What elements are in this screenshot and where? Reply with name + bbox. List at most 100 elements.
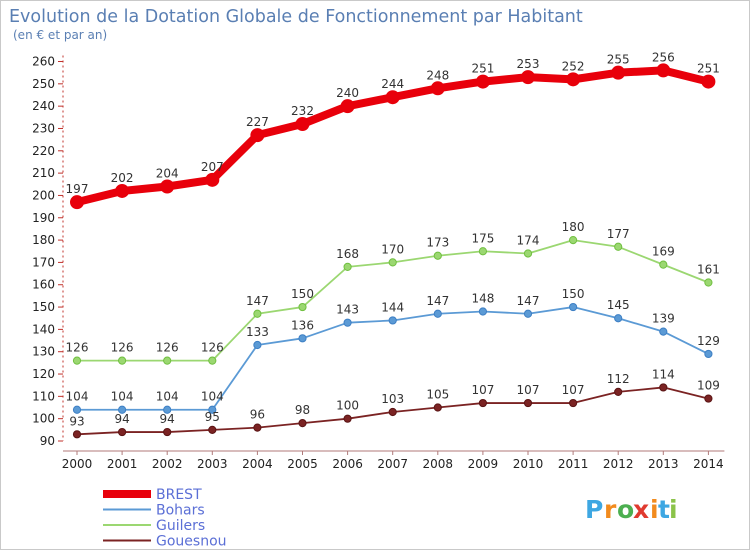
- logo-letter: i: [650, 495, 659, 524]
- data-label: 177: [607, 227, 630, 241]
- x-tick-label: 2004: [242, 457, 273, 471]
- legend-label-brest: BREST: [156, 487, 202, 503]
- data-point: [118, 427, 127, 437]
- data-point: [478, 398, 487, 408]
- x-tick-label: 2007: [377, 457, 408, 471]
- data-point: [704, 394, 713, 403]
- data-point: [433, 403, 442, 412]
- data-label: 114: [652, 367, 675, 381]
- data-label: 143: [336, 303, 359, 317]
- data-point: [72, 430, 82, 439]
- y-tick-label: 140: [32, 322, 55, 336]
- y-tick-label: 150: [32, 300, 55, 314]
- y-tick-label: 130: [32, 345, 55, 359]
- data-label: 244: [381, 77, 404, 91]
- data-point: [343, 318, 352, 327]
- data-label: 150: [291, 287, 314, 301]
- data-label: 251: [471, 62, 494, 76]
- legend-label-bohars: Bohars: [156, 503, 205, 519]
- data-label: 150: [562, 287, 585, 301]
- data-label: 204: [156, 167, 179, 181]
- x-tick-label: 2006: [332, 457, 363, 471]
- data-point: [433, 309, 442, 318]
- data-label: 103: [381, 392, 404, 406]
- x-tick-label: 2000: [62, 457, 93, 471]
- data-label: 129: [697, 334, 720, 348]
- data-point: [298, 419, 307, 428]
- data-label: 255: [607, 53, 630, 67]
- data-label: 144: [381, 300, 404, 314]
- y-tick-label: 180: [32, 233, 55, 247]
- x-tick-label: 2009: [468, 457, 499, 471]
- axes: 90 100 110 120 130 140 150 160 170 180 190 200 210 22…: [32, 55, 725, 471]
- y-tick-label: 200: [32, 188, 55, 202]
- data-label: 170: [381, 242, 404, 256]
- data-point: [521, 70, 535, 85]
- data-point: [208, 425, 217, 434]
- data-label: 126: [111, 341, 134, 355]
- data-label: 94: [114, 412, 129, 426]
- data-label: 112: [607, 372, 630, 386]
- y-tick-label: 160: [32, 278, 55, 292]
- data-point: [566, 72, 581, 87]
- data-point: [115, 183, 130, 198]
- data-point: [388, 258, 397, 267]
- data-point: [163, 356, 172, 365]
- data-label: 109: [697, 379, 720, 393]
- data-label: 169: [652, 245, 675, 259]
- logo-letter: r: [604, 495, 617, 524]
- data-point: [208, 356, 217, 365]
- data-point: [298, 302, 307, 312]
- data-point: [208, 405, 217, 414]
- data-point: [569, 302, 578, 312]
- y-tick-label: 120: [32, 367, 55, 381]
- y-tick-label: 90: [40, 434, 55, 448]
- data-label: 227: [246, 115, 269, 129]
- y-tick-label: 220: [32, 144, 55, 158]
- logo-letter: o: [617, 495, 634, 524]
- data-point: [659, 383, 668, 392]
- x-tick-label: 2013: [648, 457, 679, 471]
- data-label: 94: [160, 412, 175, 426]
- data-label: 107: [471, 383, 494, 397]
- data-point: [163, 405, 172, 414]
- data-point: [160, 179, 175, 194]
- x-tick-label: 2010: [513, 457, 544, 471]
- data-point: [569, 398, 578, 408]
- data-label: 147: [426, 294, 449, 308]
- y-tick-label: 110: [32, 389, 55, 403]
- data-label: 248: [426, 68, 449, 82]
- data-label: 96: [250, 408, 265, 422]
- data-label: 136: [291, 318, 314, 332]
- data-label: 93: [69, 414, 84, 428]
- data-label: 251: [697, 62, 720, 76]
- data-label: 197: [66, 182, 89, 196]
- data-label: 100: [336, 399, 359, 413]
- series-layer: [70, 63, 716, 439]
- data-point: [253, 340, 262, 350]
- data-label: 107: [562, 383, 585, 397]
- data-point: [433, 251, 442, 260]
- logo-letter: x: [633, 495, 649, 524]
- data-point: [72, 405, 82, 414]
- data-point: [656, 63, 671, 78]
- data-point: [659, 327, 668, 336]
- data-label: 139: [652, 312, 675, 326]
- data-point: [701, 74, 716, 89]
- data-label: 147: [246, 294, 269, 308]
- data-point: [614, 314, 623, 323]
- data-point: [659, 260, 668, 269]
- data-point: [253, 309, 262, 318]
- data-point: [205, 172, 220, 187]
- data-point: [523, 398, 533, 408]
- data-label: 145: [607, 298, 630, 312]
- data-label: 161: [697, 263, 720, 277]
- data-point: [430, 81, 445, 96]
- data-point: [340, 99, 355, 114]
- data-point: [704, 278, 713, 287]
- data-point: [385, 90, 400, 105]
- chart-title: Evolution de la Dotation Globale de Fonc…: [9, 7, 583, 27]
